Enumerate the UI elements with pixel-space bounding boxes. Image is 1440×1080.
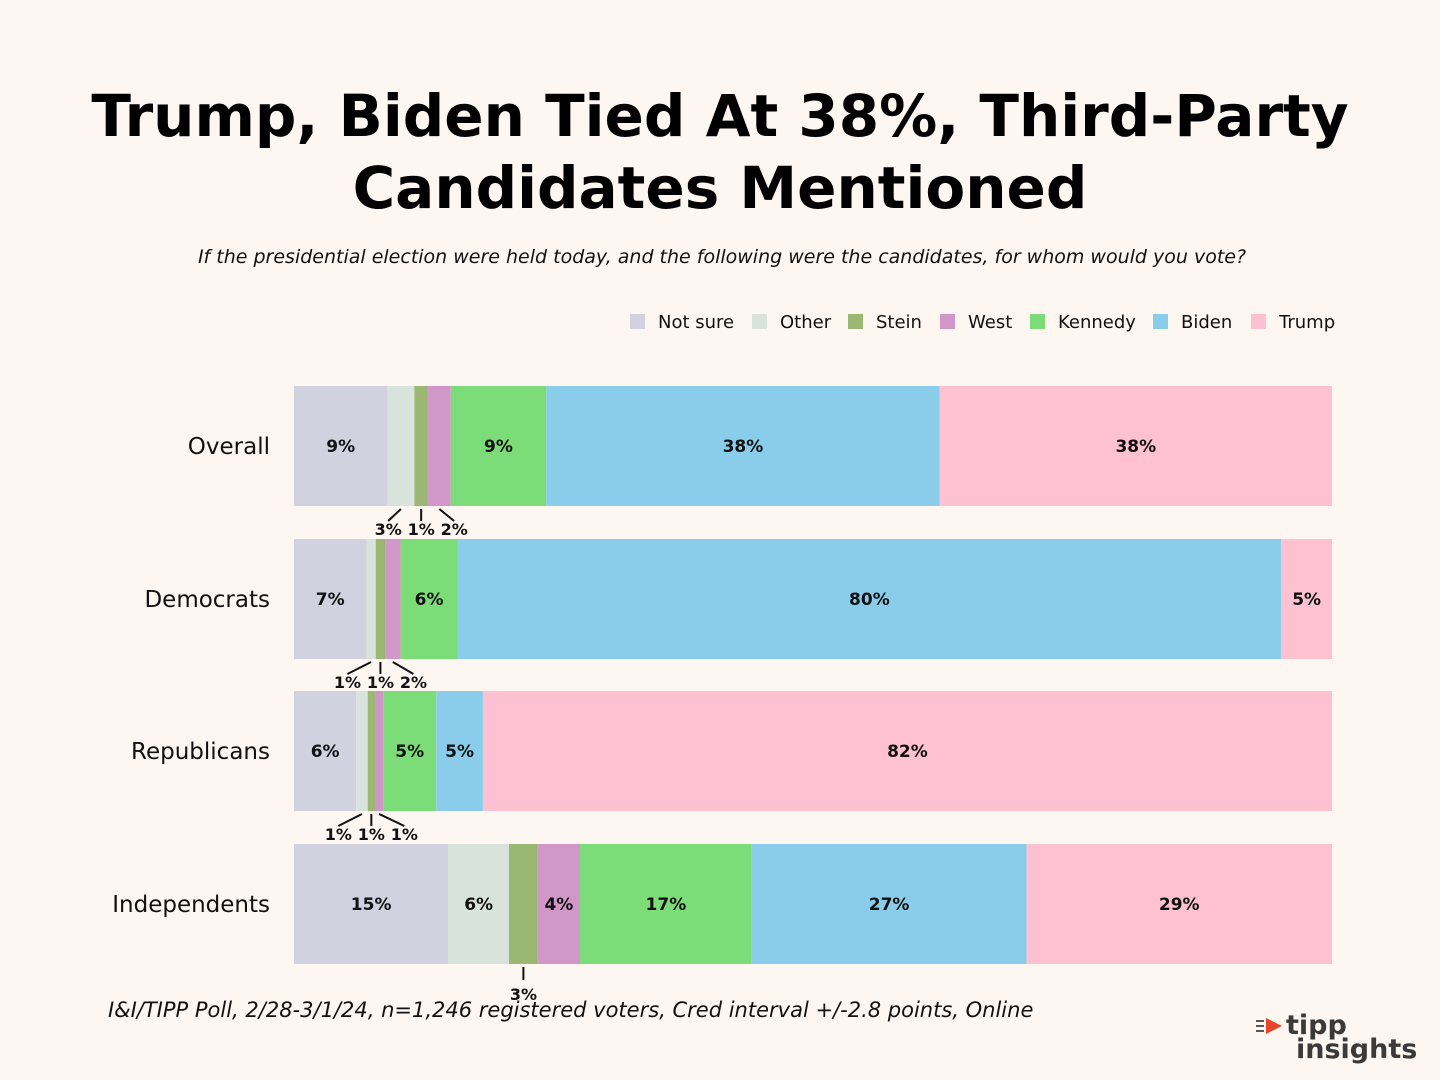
- bar-independents-trump: [1026, 844, 1332, 964]
- bar-democrats-trump: [1281, 539, 1332, 659]
- legend-item-other: Other: [752, 312, 832, 333]
- data-label-independents-trump: 29%: [1159, 895, 1200, 915]
- data-label-overall-trump: 38%: [1115, 437, 1156, 457]
- data-label-independents-kennedy: 17%: [646, 895, 687, 915]
- data-label-democrats-west: 2%: [400, 673, 427, 692]
- bar-republicans-stein: [367, 691, 375, 811]
- legend-item-stein: Stein: [848, 312, 922, 333]
- bar-overall-trump: [939, 386, 1332, 506]
- leader-line: [337, 813, 363, 827]
- data-label-republicans-trump: 82%: [887, 742, 928, 762]
- bar-overall-biden: [546, 386, 940, 506]
- data-label-overall-stein: 1%: [408, 520, 435, 539]
- leader-line: [392, 661, 414, 675]
- logo-text-insights: insights: [1296, 1034, 1418, 1065]
- data-label-republicans-biden: 5%: [445, 742, 474, 762]
- bar-overall-other: [387, 386, 415, 506]
- bar-independents-biden: [751, 844, 1027, 964]
- data-label-overall-other: 3%: [375, 520, 402, 539]
- bar-overall-not-sure: [294, 386, 388, 506]
- legend-swatch: [630, 314, 645, 329]
- data-label-democrats-other: 1%: [334, 673, 361, 692]
- source-note: I&I/TIPP Poll, 2/28-3/1/24, n=1,246 regi…: [108, 998, 1034, 1022]
- data-label-overall-biden: 38%: [723, 437, 764, 457]
- data-label-republicans-not-sure: 6%: [311, 742, 340, 762]
- bar-independents-kennedy: [579, 844, 752, 964]
- bar-democrats-other: [366, 539, 376, 659]
- bar-democrats-stein: [375, 539, 386, 659]
- leader-line: [387, 508, 402, 522]
- bar-overall-west: [427, 386, 451, 506]
- legend-item-biden: Biden: [1153, 312, 1232, 333]
- legend-item-kennedy: Kennedy: [1030, 312, 1136, 333]
- data-label-independents-not-sure: 15%: [351, 895, 392, 915]
- category-label-overall: Overall: [188, 434, 270, 460]
- bar-republicans-west: [374, 691, 384, 811]
- title-line-2: Candidates Mentioned: [352, 154, 1088, 222]
- data-label-republicans-west: 1%: [391, 825, 418, 844]
- data-label-republicans-other: 1%: [325, 825, 352, 844]
- bar-republicans-other: [356, 691, 368, 811]
- data-label-republicans-stein: 1%: [358, 825, 385, 844]
- data-label-independents-other: 6%: [464, 895, 493, 915]
- data-label-democrats-stein: 1%: [367, 673, 394, 692]
- data-label-independents-stein: 3%: [510, 985, 537, 1000]
- category-label-democrats: Democrats: [144, 587, 270, 613]
- legend-swatch: [1251, 314, 1266, 329]
- data-label-independents-west: 4%: [544, 895, 573, 915]
- data-label-republicans-kennedy: 5%: [395, 742, 424, 762]
- legend-label: Other: [780, 312, 832, 333]
- bar-republicans-biden: [436, 691, 483, 811]
- legend-swatch: [940, 314, 955, 329]
- bar-democrats-kennedy: [400, 539, 458, 659]
- legend-item-not-sure: Not sure: [630, 312, 734, 333]
- bar-independents-stein: [509, 844, 538, 964]
- legend-swatch: [752, 314, 767, 329]
- data-label-democrats-kennedy: 6%: [415, 590, 444, 610]
- bar-independents-other: [448, 844, 510, 964]
- data-label-overall-not-sure: 9%: [326, 437, 355, 457]
- bar-independents-not-sure: [294, 844, 449, 964]
- legend-label: Kennedy: [1058, 312, 1136, 333]
- category-label-independents: Independents: [112, 892, 270, 918]
- leader-line: [378, 813, 405, 827]
- legend-label: Trump: [1278, 312, 1335, 333]
- logo-mark-icon: [1256, 1018, 1282, 1034]
- legend-label: Not sure: [658, 312, 734, 333]
- title-line-1: Trump, Biden Tied At 38%, Third-Party: [91, 82, 1349, 150]
- leader-line: [438, 508, 455, 522]
- bar-democrats-west: [385, 539, 401, 659]
- bar-overall-stein: [414, 386, 428, 506]
- data-label-democrats-biden: 80%: [849, 590, 890, 610]
- bar-republicans-trump: [482, 691, 1332, 811]
- data-label-democrats-not-sure: 7%: [316, 590, 345, 610]
- chart-title: Trump, Biden Tied At 38%, Third-Party Ca…: [0, 80, 1440, 224]
- bar-republicans-kennedy: [383, 691, 437, 811]
- bar-democrats-biden: [457, 539, 1282, 659]
- legend-item-west: West: [940, 312, 1012, 333]
- tipp-insights-logo: tipp insights: [1256, 1010, 1418, 1068]
- bar-independents-west: [537, 844, 580, 964]
- legend-swatch: [1153, 314, 1168, 329]
- data-label-overall-west: 2%: [441, 520, 468, 539]
- legend-swatch: [1030, 314, 1045, 329]
- legend-label: West: [968, 312, 1012, 333]
- bar-republicans-not-sure: [294, 691, 357, 811]
- legend-label: Biden: [1181, 312, 1232, 333]
- stacked-bar-chart: Not sure Other Stein West Kennedy Biden Trump O…: [112, 312, 1335, 1000]
- legend-label: Stein: [876, 312, 922, 333]
- bar-democrats-not-sure: [294, 539, 367, 659]
- legend-item-trump: Trump: [1251, 312, 1335, 333]
- data-label-democrats-trump: 5%: [1292, 590, 1321, 610]
- bar-overall-kennedy: [450, 386, 547, 506]
- logo-text-tipp: tipp: [1286, 1010, 1347, 1041]
- legend-swatch: [848, 314, 863, 329]
- data-label-overall-kennedy: 9%: [484, 437, 513, 457]
- leader-line: [346, 661, 372, 675]
- category-label-republicans: Republicans: [131, 739, 270, 765]
- chart-subtitle: If the presidential election were held t…: [197, 246, 1247, 268]
- data-label-independents-biden: 27%: [869, 895, 910, 915]
